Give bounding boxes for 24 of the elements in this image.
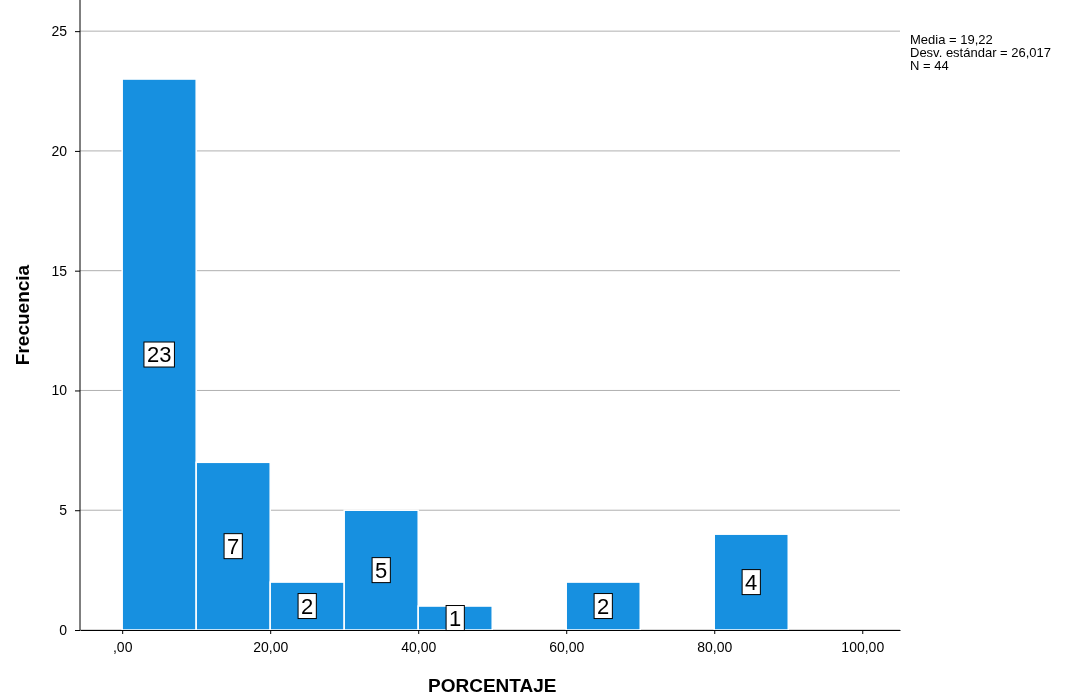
- y-tick-label: 20: [51, 142, 68, 159]
- y-tick-label: 0: [59, 621, 68, 638]
- y-axis-title: Frecuencia: [12, 264, 33, 366]
- text: Desv. estándar = 26,017: [910, 45, 1052, 60]
- text: Media = 19,22: [910, 32, 993, 47]
- y-tick-label: 25: [51, 23, 68, 40]
- data-label: 2: [597, 593, 610, 619]
- x-tick-label: ,00: [112, 638, 133, 655]
- y-tick-label: 15: [51, 262, 68, 279]
- x-axis-title: PORCENTAJE: [427, 675, 557, 696]
- data-label: 1: [449, 605, 462, 631]
- x-tick-label: 100,00: [841, 638, 885, 655]
- y-tick-label: 5: [59, 502, 68, 519]
- data-label: 7: [227, 533, 240, 559]
- x-tick-label: 20,00: [253, 638, 289, 655]
- x-tick-label: 60,00: [549, 638, 585, 655]
- data-label: 2: [301, 593, 314, 619]
- y-tick-label: 10: [51, 382, 68, 399]
- x-tick-label: 40,00: [401, 638, 437, 655]
- data-label: 4: [745, 569, 758, 595]
- x-tick-label: 80,00: [697, 638, 733, 655]
- text: N = 44: [910, 58, 949, 73]
- data-label: 5: [375, 557, 388, 583]
- data-label: 23: [146, 342, 172, 368]
